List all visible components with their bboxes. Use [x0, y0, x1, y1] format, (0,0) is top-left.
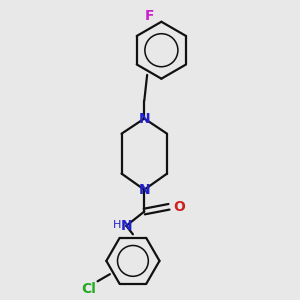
Text: N: N: [139, 112, 150, 125]
Text: N: N: [121, 219, 132, 233]
Text: N: N: [139, 183, 150, 197]
Text: F: F: [144, 9, 154, 23]
Text: Cl: Cl: [81, 282, 96, 296]
Text: O: O: [174, 200, 186, 214]
Text: H: H: [113, 220, 122, 230]
